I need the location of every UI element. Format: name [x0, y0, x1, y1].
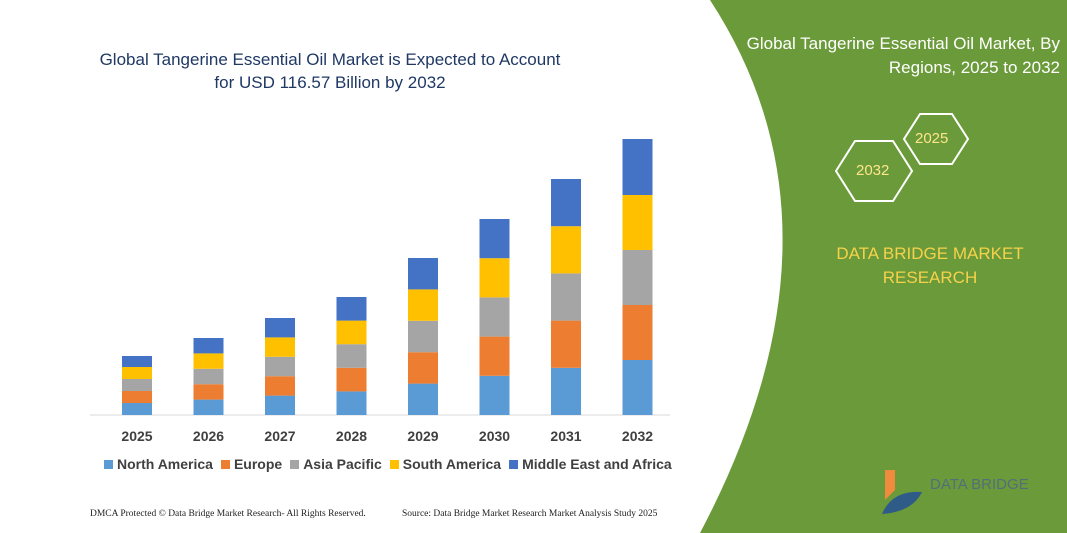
footer-source: Source: Data Bridge Market Research Mark…	[402, 509, 658, 519]
footer-copyright: DMCA Protected © Data Bridge Market Rese…	[90, 509, 366, 519]
x-tick-label: 2027	[264, 428, 296, 444]
bar-2030-4	[479, 219, 510, 259]
hex-label-2032: 2032	[856, 162, 890, 179]
x-tick-label: 2030	[478, 428, 511, 444]
bar-2025-0	[122, 403, 152, 415]
bar-2032-4	[622, 139, 653, 195]
bar-2031-4	[551, 179, 581, 227]
bar-2025-2	[122, 379, 152, 391]
bar-2028-2	[336, 344, 367, 368]
legend-swatch	[220, 460, 230, 469]
bar-2031-1	[551, 320, 581, 368]
bar-2029-0	[408, 383, 438, 415]
bar-2027-2	[265, 356, 295, 377]
bar-2026-1	[193, 384, 224, 400]
bar-2026-2	[193, 368, 224, 385]
x-tick-label: 2026	[192, 428, 225, 444]
bar-2025-3	[122, 367, 152, 379]
legend-label: Middle East and Africa	[522, 456, 672, 472]
legend-label: South America	[402, 456, 502, 472]
logo-icon	[882, 470, 922, 514]
bar-2029-3	[408, 289, 438, 321]
legend: North America Europe Asia Pacific South Ame…	[104, 456, 672, 472]
bar-2027-0	[265, 395, 295, 415]
legend-item: Middle East and Africa	[509, 456, 672, 472]
legend-item: North America	[104, 456, 213, 472]
bar-2031-2	[551, 273, 581, 321]
bar-2029-4	[408, 258, 438, 290]
bar-2026-4	[193, 338, 224, 354]
x-tick-label: 2032	[621, 428, 654, 444]
bar-2029-1	[408, 352, 438, 384]
legend-swatch	[509, 460, 519, 469]
bar-2028-1	[336, 367, 367, 392]
bar-2031-3	[551, 226, 581, 274]
bar-2025-1	[122, 391, 152, 403]
legend-item: Europe	[220, 456, 283, 472]
bar-2028-3	[336, 320, 367, 345]
x-tick-label: 2029	[407, 428, 439, 444]
chart-title: Global Tangerine Essential Oil Market is…	[99, 50, 561, 92]
green-panel	[700, 0, 1067, 533]
legend-item: South America	[389, 456, 502, 472]
legend-label: North America	[117, 456, 213, 472]
bar-2026-3	[193, 353, 224, 369]
x-tick-label: 2025	[121, 428, 153, 444]
bar-2031-0	[551, 367, 581, 415]
legend-item: Asia Pacific	[290, 456, 382, 472]
x-tick-label: 2028	[335, 428, 368, 444]
bar-2032-1	[622, 305, 653, 360]
bar-2030-2	[479, 297, 510, 337]
hex-label-2025: 2025	[915, 130, 949, 147]
hexagon-2025	[902, 113, 970, 165]
bar-2026-0	[193, 399, 224, 415]
bar-2030-3	[479, 258, 510, 298]
bar-2032-2	[622, 250, 653, 305]
bar-2028-4	[336, 297, 367, 321]
legend-swatch	[104, 460, 113, 469]
bar-2029-2	[408, 320, 438, 353]
bar-2028-0	[336, 391, 367, 415]
bar-2027-4	[265, 318, 295, 338]
side-title: Global Tangerine Essential Oil Market, B…	[746, 34, 1060, 77]
bar-2030-0	[479, 375, 510, 415]
logo-text: DATA BRIDGE	[930, 476, 1029, 493]
bar-2032-3	[622, 195, 653, 250]
bar-2030-1	[479, 336, 510, 376]
bar-2032-0	[622, 360, 653, 415]
bars	[122, 139, 653, 415]
bar-2027-1	[265, 376, 295, 396]
bar-2027-3	[265, 337, 295, 357]
x-tick-label: 2031	[550, 428, 582, 444]
bar-2025-4	[122, 356, 152, 367]
legend-swatch	[290, 460, 300, 469]
brand-text: DATA BRIDGE MARKET RESEARCH	[836, 244, 1024, 287]
legend-label: Europe	[233, 456, 283, 472]
hexagon-2032	[834, 140, 914, 202]
legend-swatch	[389, 460, 399, 469]
legend-label: Asia Pacific	[303, 456, 382, 472]
